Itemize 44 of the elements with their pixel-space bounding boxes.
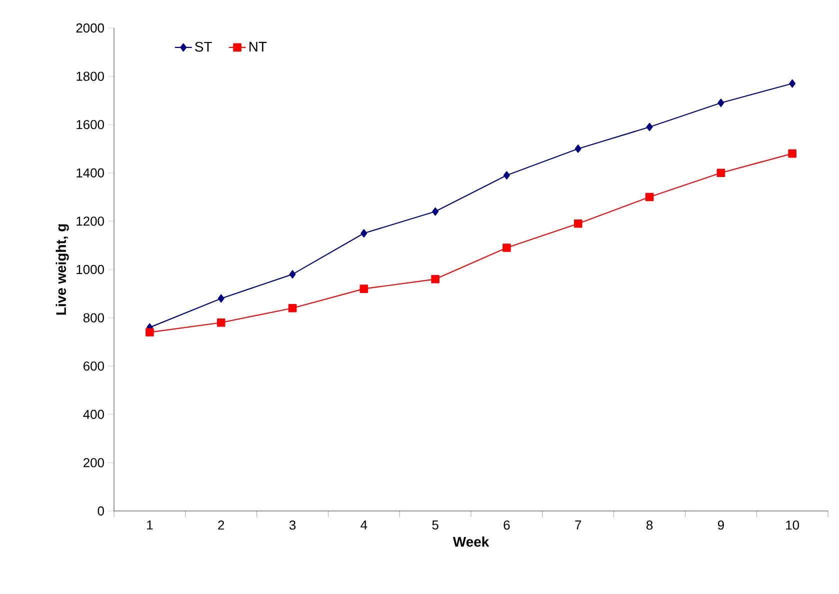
point: [788, 149, 796, 158]
y-tick-label: 600: [84, 361, 104, 371]
x-tick-label: 3: [289, 520, 296, 530]
legend-label: ST: [195, 42, 212, 52]
x-tick-label: 9: [718, 520, 724, 530]
y-tick-label: 1000: [76, 264, 104, 274]
point: [218, 294, 224, 303]
x-tick-label: 2: [218, 520, 224, 530]
point: [360, 229, 368, 238]
x-tick-label: 5: [432, 520, 438, 530]
point: [289, 270, 296, 278]
point: [503, 171, 510, 180]
y-tick-label: 2000: [76, 23, 104, 33]
point: [146, 328, 154, 336]
x-tick-label: 4: [360, 520, 368, 530]
y-tick-label: 0: [98, 506, 104, 516]
x-tick-label: 1: [147, 520, 153, 530]
y-tick-label: 1200: [76, 216, 104, 226]
point: [718, 98, 724, 107]
y-tick-label: 1800: [76, 72, 104, 81]
y-tick-label: 400: [83, 410, 104, 419]
y-tick-label: 1600: [76, 120, 104, 130]
point: [432, 207, 439, 216]
x-tick-label: 10: [786, 520, 800, 530]
y-tick-label: 800: [83, 313, 104, 322]
point: [431, 274, 440, 284]
point: [574, 144, 582, 153]
point: [360, 284, 368, 293]
point: [216, 318, 226, 327]
legend-label: NT: [249, 42, 267, 52]
point: [646, 122, 653, 132]
point: [716, 168, 726, 178]
y-tick-label: 1400: [76, 168, 104, 178]
x-tick-label: 6: [504, 520, 510, 530]
point: [645, 192, 654, 202]
point: [789, 79, 796, 88]
x-axis-title: Week: [452, 536, 490, 547]
x-tick-label: 8: [646, 520, 653, 530]
x-tick-label: 7: [575, 520, 582, 530]
point: [574, 219, 582, 228]
point: [502, 244, 511, 252]
point: [288, 304, 297, 312]
y-axis-title: Live weight, g: [56, 224, 69, 315]
y-tick-label: 200: [84, 458, 104, 468]
